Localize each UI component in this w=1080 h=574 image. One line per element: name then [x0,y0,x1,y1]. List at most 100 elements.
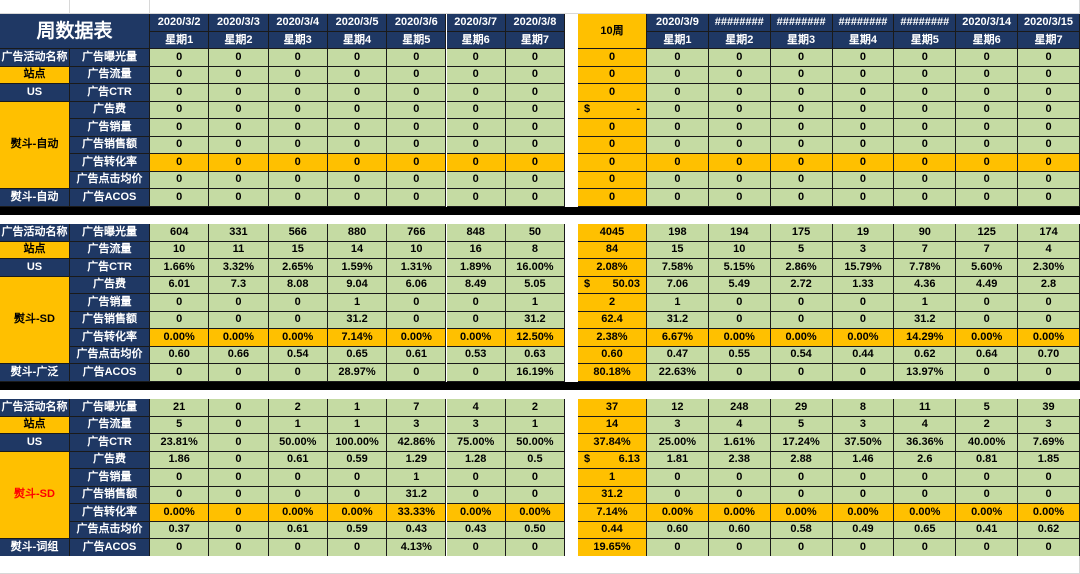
data-cell[interactable]: 4.36 [894,276,957,294]
data-cell[interactable]: 0 [770,49,833,67]
data-cell[interactable]: 0 [505,539,566,557]
data-cell[interactable]: 2.72 [770,276,833,294]
week-total-cell[interactable]: 31.2 [578,486,647,504]
data-cell[interactable]: 0 [894,486,957,504]
data-cell[interactable]: 0 [956,119,1019,137]
data-cell[interactable]: 19 [832,224,895,242]
week-total-cell[interactable]: $ - [578,101,647,119]
data-cell[interactable]: 0 [894,189,957,207]
date-header[interactable]: 2020/3/5 [327,14,388,32]
data-cell[interactable]: 1.85 [1018,451,1080,469]
data-cell[interactable]: 29 [770,399,833,417]
data-cell[interactable]: 0.60 [708,521,771,539]
data-cell[interactable]: 0.00% [327,504,388,522]
data-cell[interactable]: 0 [505,66,566,84]
data-cell[interactable]: 0 [327,539,388,557]
data-cell[interactable]: 0 [956,311,1019,329]
data-cell[interactable]: 198 [647,224,709,242]
data-cell[interactable]: 14 [327,241,388,259]
data-cell[interactable]: 1 [647,294,709,312]
data-cell[interactable]: 1.81 [647,451,709,469]
data-cell[interactable]: 2.6 [894,451,957,469]
data-cell[interactable]: 1 [327,294,388,312]
data-cell[interactable]: 0 [894,119,957,137]
data-cell[interactable]: 0 [327,486,388,504]
data-cell[interactable]: 0 [832,101,895,119]
data-cell[interactable]: 0 [505,469,566,487]
data-cell[interactable]: 0.61 [268,451,328,469]
data-cell[interactable]: 0.62 [894,346,957,364]
data-cell[interactable]: 0 [894,136,957,154]
data-cell[interactable]: 0 [446,486,506,504]
data-cell[interactable]: 11 [209,241,269,259]
week-total-cell[interactable]: 2.08% [578,259,647,277]
data-cell[interactable]: 17.24% [770,434,833,452]
data-cell[interactable]: 0.00% [1018,329,1080,347]
data-cell[interactable]: 0 [770,486,833,504]
data-cell[interactable]: 248 [708,399,771,417]
data-cell[interactable]: 40.00% [956,434,1019,452]
data-cell[interactable]: 1 [327,416,388,434]
week-total-cell[interactable]: 62.4 [578,311,647,329]
data-cell[interactable]: 0 [268,294,328,312]
data-cell[interactable]: 2.88 [770,451,833,469]
week-total-cell[interactable]: 14 [578,416,647,434]
data-cell[interactable]: 0 [387,311,447,329]
data-cell[interactable]: 0 [1018,66,1080,84]
weekday-header[interactable]: 星期1 [150,32,210,49]
data-cell[interactable]: 0 [327,136,388,154]
data-cell[interactable]: 0 [647,469,709,487]
data-cell[interactable]: 0 [209,539,269,557]
data-cell[interactable]: 0 [770,364,833,382]
data-cell[interactable]: 0 [268,539,328,557]
data-cell[interactable]: 0.65 [327,346,388,364]
data-cell[interactable]: 0 [894,84,957,102]
data-cell[interactable]: 10 [387,241,447,259]
weekday-header[interactable]: 星期2 [708,32,771,49]
data-cell[interactable]: 0 [150,469,210,487]
weekday-header[interactable]: 星期4 [832,32,895,49]
weekday-header[interactable]: 星期1 [647,32,709,49]
data-cell[interactable]: 0 [832,539,895,557]
week-total-cell[interactable]: 2.38% [578,329,647,347]
week-total-cell[interactable]: 0 [578,119,647,137]
data-cell[interactable]: 2 [956,416,1019,434]
data-cell[interactable]: 0 [1018,469,1080,487]
data-cell[interactable]: 0 [956,486,1019,504]
data-cell[interactable]: 1.59% [327,259,388,277]
data-cell[interactable]: 0.61 [387,346,447,364]
week-total-cell[interactable]: 0 [578,171,647,189]
data-cell[interactable]: 1.86 [150,451,210,469]
data-cell[interactable]: 0 [327,49,388,67]
data-cell[interactable]: 0 [956,84,1019,102]
data-cell[interactable]: 0 [209,84,269,102]
data-cell[interactable]: 0 [894,469,957,487]
data-cell[interactable]: 15 [647,241,709,259]
data-cell[interactable]: 7 [894,241,957,259]
data-cell[interactable]: 0 [209,364,269,382]
data-cell[interactable]: 0 [446,101,506,119]
data-cell[interactable]: 0.00% [770,504,833,522]
date-header[interactable]: 2020/3/14 [956,14,1019,32]
data-cell[interactable]: 12 [647,399,709,417]
data-cell[interactable]: 5.60% [956,259,1019,277]
data-cell[interactable]: 0 [209,416,269,434]
data-cell[interactable]: 1.46 [832,451,895,469]
data-cell[interactable]: 0 [770,136,833,154]
week-total-cell[interactable]: 0 [578,154,647,172]
data-cell[interactable]: 7.58% [647,259,709,277]
data-cell[interactable]: 1 [268,416,328,434]
data-cell[interactable]: 0 [387,294,447,312]
data-cell[interactable]: 0.49 [832,521,895,539]
data-cell[interactable]: 33.33% [387,504,447,522]
data-cell[interactable]: 0 [505,136,566,154]
data-cell[interactable]: 0 [209,136,269,154]
data-cell[interactable]: 0 [1018,189,1080,207]
data-cell[interactable]: 2 [268,399,328,417]
weekday-header[interactable]: 星期5 [894,32,957,49]
data-cell[interactable]: 0 [770,119,833,137]
data-cell[interactable]: 14.29% [894,329,957,347]
data-cell[interactable]: 0 [268,189,328,207]
data-cell[interactable]: 766 [387,224,447,242]
data-cell[interactable]: 0.00% [956,329,1019,347]
